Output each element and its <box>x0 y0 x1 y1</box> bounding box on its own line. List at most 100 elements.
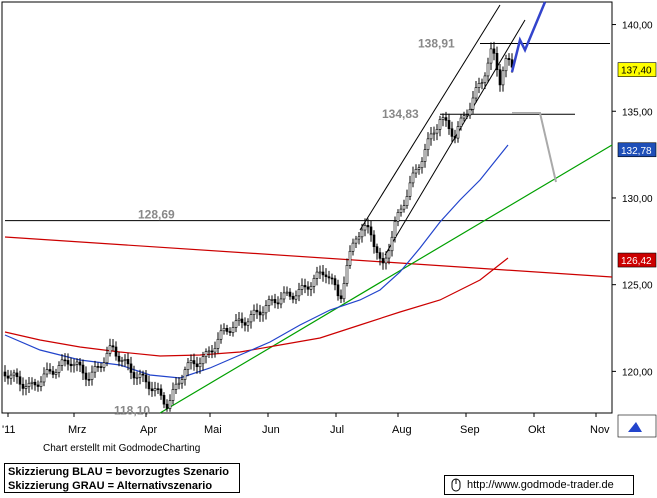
y-tick-label: 120,00 <box>622 367 653 378</box>
plot-area: 138,91 134,83 128,69 118,10 <box>1 1 613 417</box>
candle-body <box>294 295 298 300</box>
y-axis: 120,00 125,00 130,00 135,00 140,00 137,40 132,… <box>612 21 657 378</box>
candle-body <box>51 370 55 375</box>
candle-body <box>312 278 316 287</box>
candle-body <box>348 250 352 266</box>
candle-body <box>300 285 304 290</box>
candle-body <box>213 348 217 353</box>
x-axis: '11 Mrz Apr Mai Jun Jul Aug Sep Okt Nov <box>2 413 657 438</box>
candle-body <box>75 361 79 365</box>
candle-body <box>393 221 397 238</box>
candle-body <box>84 372 88 380</box>
candle-body <box>273 299 277 304</box>
x-tick-label: Aug <box>392 424 412 436</box>
candle-body <box>369 226 373 236</box>
candle-body <box>360 229 364 238</box>
x-tick-label: Okt <box>528 424 545 436</box>
candle-body <box>306 286 310 290</box>
candle-body <box>147 381 151 390</box>
candle-body <box>453 136 457 139</box>
price-label: 137,40 <box>621 66 652 77</box>
candle-body <box>387 250 391 259</box>
candle-body <box>219 330 223 340</box>
candle-body <box>141 373 145 376</box>
plot-frame <box>1 1 613 414</box>
candle-body <box>162 395 166 405</box>
candle-body <box>246 321 250 326</box>
candle-body <box>12 372 16 376</box>
candle-body <box>339 295 343 300</box>
candle-body <box>30 381 34 384</box>
candle-body <box>60 359 64 366</box>
candle-body <box>483 75 487 83</box>
candle-body <box>498 69 502 86</box>
price-label-box <box>617 142 657 158</box>
candle-body <box>165 403 169 409</box>
candle-body <box>123 359 127 361</box>
level-annotation: 118,10 <box>114 403 150 417</box>
legend-grey-label: Skizzierung GRAU = Alternativszenario <box>8 480 213 492</box>
candle-body <box>405 196 409 206</box>
candle-body <box>411 172 415 184</box>
candle-body <box>447 120 451 130</box>
candle-body <box>468 109 472 116</box>
candle-body <box>168 400 172 409</box>
candle-body <box>351 242 355 252</box>
candle-body <box>471 97 475 110</box>
candle-body <box>345 265 349 284</box>
candle-body <box>126 359 130 365</box>
candle-body <box>432 132 436 135</box>
candle-body <box>444 117 448 121</box>
candle-body <box>153 388 157 392</box>
candle-body <box>36 384 40 387</box>
candle-body <box>375 246 379 253</box>
candle-body <box>132 372 136 379</box>
x-tick-label: Apr <box>140 424 157 436</box>
uptrend-line <box>159 144 613 414</box>
trend-tool-icon <box>628 422 642 432</box>
channel-upper <box>359 4 501 231</box>
candle-body <box>261 312 265 316</box>
price-label: 126,42 <box>621 256 652 267</box>
candle-body <box>27 382 31 387</box>
candle-body <box>402 205 406 210</box>
candle-body <box>210 350 214 353</box>
candle-body <box>489 48 493 64</box>
candle-body <box>21 383 25 389</box>
alternative-scenario-path <box>512 112 557 183</box>
candle-body <box>258 311 262 316</box>
candle-body <box>501 70 505 86</box>
candle-body <box>138 373 142 378</box>
fast-moving-average <box>4 144 509 379</box>
website-link[interactable]: http://www.godmode-trader.de <box>444 475 634 495</box>
x-tick-label: Mrz <box>68 424 86 436</box>
candle-body <box>423 149 427 162</box>
scenario-legend: Skizzierung BLAU = bevorzugtes Szenario … <box>4 463 240 493</box>
candle-body <box>189 360 193 364</box>
candle-body <box>276 302 280 305</box>
candle-body <box>87 379 91 381</box>
candle-body <box>174 383 178 390</box>
candle-body <box>144 374 148 383</box>
website-url: http://www.godmode-trader.de <box>467 479 614 491</box>
candle-body <box>456 126 460 139</box>
candle-body <box>414 169 418 174</box>
candle-body <box>111 345 115 348</box>
candle-body <box>96 366 100 368</box>
candle-body <box>303 285 307 288</box>
candle-body <box>315 271 319 279</box>
candle-body <box>240 318 244 323</box>
candle-body <box>114 346 118 357</box>
candle-body <box>378 252 382 259</box>
candle-body <box>324 274 328 277</box>
candle-body <box>6 375 10 379</box>
x-tick-label: '11 <box>2 424 16 436</box>
candle-body <box>48 369 52 372</box>
candle-body <box>243 322 247 326</box>
candle-body <box>24 386 28 389</box>
candle-body <box>216 338 220 349</box>
candle-body <box>462 115 466 119</box>
candle-body <box>129 363 133 373</box>
candle-body <box>426 138 430 150</box>
y-tick-label: 125,00 <box>622 281 653 292</box>
